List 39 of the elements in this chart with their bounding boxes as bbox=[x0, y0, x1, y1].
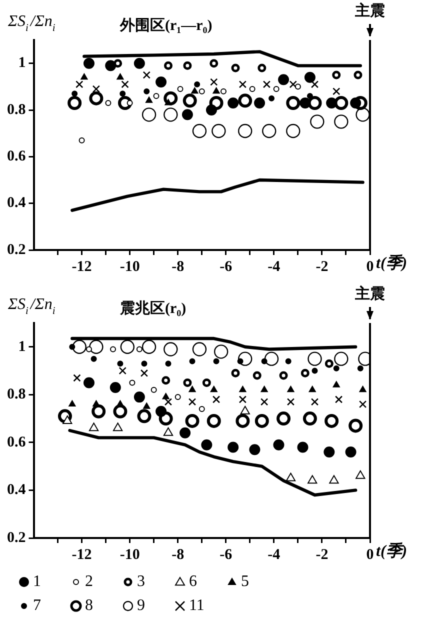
x-tick-label: 0 bbox=[366, 546, 374, 563]
legend-label: 2 bbox=[85, 573, 93, 591]
y-tick-label: 1 bbox=[18, 338, 26, 355]
y-tick-label: 1 bbox=[18, 55, 26, 72]
x-tick-label: -2 bbox=[316, 546, 328, 563]
y-tick-label: 0.6 bbox=[7, 148, 26, 165]
chart-title: 外围区(r₁—r₀) bbox=[119, 17, 212, 34]
x-tick-label: -6 bbox=[220, 546, 233, 563]
x-tick-label: -2 bbox=[316, 258, 328, 275]
y-tick-label: 0.4 bbox=[7, 195, 26, 212]
legend-label: 6 bbox=[189, 573, 197, 591]
x-axis-title: t(季) bbox=[376, 254, 408, 272]
x-tick-label: -8 bbox=[172, 258, 184, 275]
legend-label: 9 bbox=[137, 597, 145, 615]
legend-label: 3 bbox=[137, 573, 145, 591]
y-tick-label: 0.6 bbox=[7, 434, 26, 450]
ref-line-label: 主震 bbox=[354, 284, 385, 302]
chart-title: 震兆区(r₀) bbox=[119, 300, 186, 317]
legend-label: 5 bbox=[241, 573, 249, 591]
x-axis-title: t(季) bbox=[376, 542, 408, 560]
x-tick-label: -4 bbox=[268, 258, 281, 275]
y-tick-label: 0.8 bbox=[7, 102, 26, 118]
x-tick-label: -6 bbox=[220, 258, 233, 275]
x-tick-label: -8 bbox=[172, 546, 184, 563]
x-tick-label: 0 bbox=[366, 258, 374, 275]
x-tick-label: -10 bbox=[120, 546, 140, 563]
legend-label: 1 bbox=[33, 573, 41, 591]
legend-label: 7 bbox=[33, 597, 41, 615]
legend-label: 11 bbox=[189, 597, 204, 615]
y-tick-label: 0.4 bbox=[7, 482, 26, 498]
ref-line-label: 主震 bbox=[354, 1, 385, 20]
x-tick-label: -10 bbox=[120, 258, 140, 275]
y-tick-label: 0.2 bbox=[7, 242, 26, 258]
legend-label: 8 bbox=[85, 597, 93, 615]
y-tick-label: 0.2 bbox=[7, 530, 26, 546]
y-tick-label: 0.8 bbox=[7, 386, 26, 403]
x-tick-label: -12 bbox=[72, 258, 92, 275]
x-tick-label: -4 bbox=[268, 546, 281, 563]
x-tick-label: -12 bbox=[72, 546, 92, 563]
